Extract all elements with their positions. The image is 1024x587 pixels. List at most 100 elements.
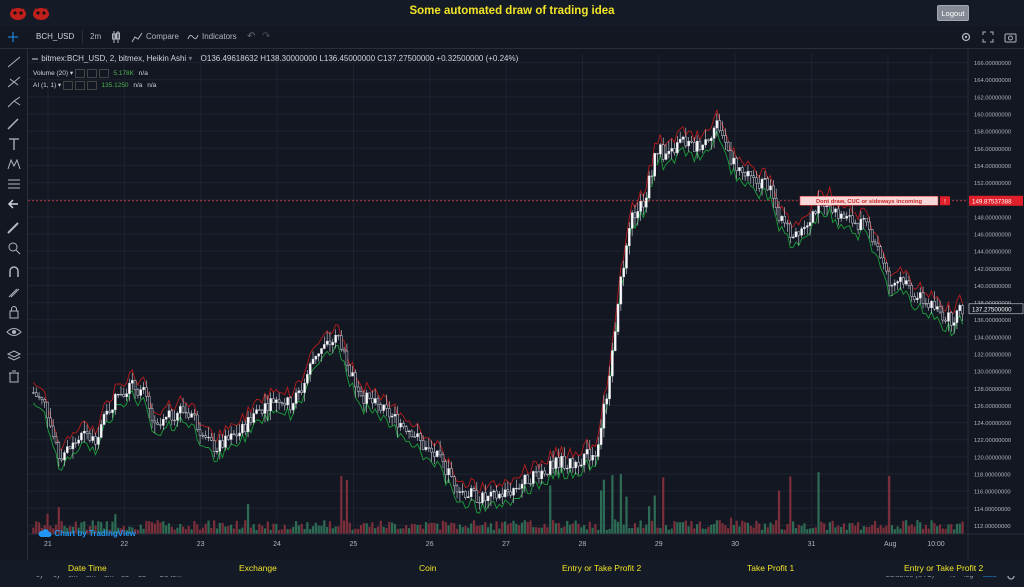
- logout-button[interactable]: Logout: [937, 5, 969, 21]
- volume-bar: [283, 524, 286, 534]
- volume-bar: [69, 525, 72, 534]
- collapse-icon[interactable]: [31, 55, 39, 63]
- volume-bar: [656, 527, 659, 534]
- volume-label[interactable]: Volume (20): [33, 70, 69, 78]
- chart-canvas[interactable]: 112.00000000 114.00000000 116.00000000 118.…: [28, 49, 1024, 560]
- candle-body: [904, 280, 908, 285]
- zoom-icon[interactable]: [6, 241, 22, 255]
- candle-body: [794, 231, 798, 238]
- volume-bar: [156, 520, 159, 534]
- candle-body: [484, 492, 487, 501]
- candle-body: [560, 456, 563, 468]
- volume-bar: [580, 527, 583, 534]
- candle-body: [854, 222, 857, 225]
- layers-icon[interactable]: [6, 349, 22, 363]
- gear-icon[interactable]: [960, 31, 972, 43]
- candle-body: [704, 139, 707, 146]
- volume-bar: [551, 520, 555, 534]
- candle-body: [159, 424, 162, 426]
- candle-body: [865, 218, 868, 223]
- price-tick-label: 120.00000000: [974, 455, 1011, 461]
- volume-bar: [845, 529, 848, 534]
- interval-button[interactable]: 2m: [90, 32, 102, 41]
- brush-icon[interactable]: [6, 117, 22, 131]
- volume-bar: [46, 513, 49, 534]
- volume-bar: [447, 525, 450, 534]
- candle-body: [760, 178, 764, 189]
- candle-body: [77, 439, 80, 444]
- legend-ohlc: O136.49618632 H138.30000000 L136.4500000…: [200, 54, 519, 63]
- candle-body: [410, 430, 414, 437]
- volume-bar: [71, 526, 75, 534]
- pattern-icon[interactable]: [6, 157, 22, 171]
- candle-body: [628, 228, 631, 246]
- candle-body: [868, 221, 871, 230]
- support-line: [33, 129, 964, 514]
- eye-icon[interactable]: [6, 325, 22, 339]
- candle-body: [585, 449, 589, 455]
- volume-bar: [865, 526, 868, 534]
- compare-icon[interactable]: [131, 31, 143, 43]
- volume-bar: [904, 520, 908, 534]
- volume-bar: [679, 522, 682, 534]
- legend-symbol[interactable]: bitmex:BCH_USD, 2, bitmex, Heikin Ashi: [41, 54, 187, 63]
- fullscreen-icon[interactable]: [982, 31, 994, 43]
- text-icon[interactable]: [6, 137, 22, 151]
- candle-body: [376, 398, 380, 405]
- ruler-icon[interactable]: [6, 221, 22, 235]
- camera-icon[interactable]: [1004, 31, 1017, 43]
- volume-bar: [489, 523, 493, 534]
- candle-body: [709, 137, 713, 142]
- fib-icon[interactable]: [6, 75, 22, 89]
- trash-icon[interactable]: [6, 369, 22, 383]
- legend-ai: AI (1, 1) ▾ 135.1250 n/a n/a: [33, 81, 157, 90]
- symbol-search-button[interactable]: BCH_USD: [36, 32, 75, 41]
- indicators-button[interactable]: Indicators: [202, 32, 237, 41]
- volume-bar: [662, 477, 665, 534]
- volume-bar: [57, 507, 60, 534]
- volume-bar: [407, 528, 411, 534]
- lock-drawings-icon[interactable]: [6, 285, 22, 299]
- candle-body: [546, 473, 549, 476]
- magnet-icon[interactable]: [6, 265, 22, 279]
- volume-bar: [229, 524, 233, 534]
- volume-bar: [413, 523, 416, 534]
- volume-bar: [416, 524, 419, 534]
- prediction-icon[interactable]: [6, 177, 22, 191]
- pitchfork-icon[interactable]: [6, 95, 22, 109]
- volume-bar: [102, 528, 106, 534]
- volume-bar: [896, 526, 899, 534]
- undo-button[interactable]: ↶: [247, 31, 256, 42]
- volume-bar: [560, 527, 563, 534]
- volume-bar: [628, 528, 631, 534]
- price-tick-label: 122.00000000: [974, 438, 1011, 444]
- price-tick-label: 154.00000000: [974, 164, 1011, 170]
- volume-bar: [893, 529, 896, 534]
- candle-body: [365, 392, 368, 404]
- candle-body: [373, 398, 377, 404]
- redo-button[interactable]: ↷: [262, 31, 271, 42]
- volume-bar: [568, 524, 572, 534]
- candle-body: [639, 200, 642, 212]
- ai-label[interactable]: AI (1, 1): [33, 82, 57, 90]
- back-arrow-icon[interactable]: [6, 197, 22, 211]
- candle-body: [495, 490, 498, 499]
- time-tick-label: 27: [502, 541, 510, 548]
- tradingview-watermark[interactable]: Chart by TradingView: [38, 529, 136, 538]
- volume-bar: [210, 527, 213, 534]
- trendline-icon[interactable]: [6, 55, 22, 69]
- candle-body: [534, 471, 538, 473]
- chart-type-icon[interactable]: [111, 30, 121, 44]
- candle-body: [486, 496, 490, 501]
- crosshair-icon[interactable]: [6, 31, 20, 43]
- volume-bar: [859, 529, 863, 534]
- compare-button[interactable]: Compare: [146, 32, 179, 41]
- indicators-icon[interactable]: [187, 31, 199, 43]
- price-chart[interactable]: 112.00000000 114.00000000 116.00000000 118.…: [28, 49, 1024, 560]
- candle-body: [34, 392, 38, 397]
- volume-bar: [953, 529, 956, 534]
- candle-body: [260, 409, 264, 414]
- candle-body: [571, 458, 575, 469]
- lock-icon[interactable]: [6, 305, 22, 319]
- volume-bar: [306, 522, 309, 534]
